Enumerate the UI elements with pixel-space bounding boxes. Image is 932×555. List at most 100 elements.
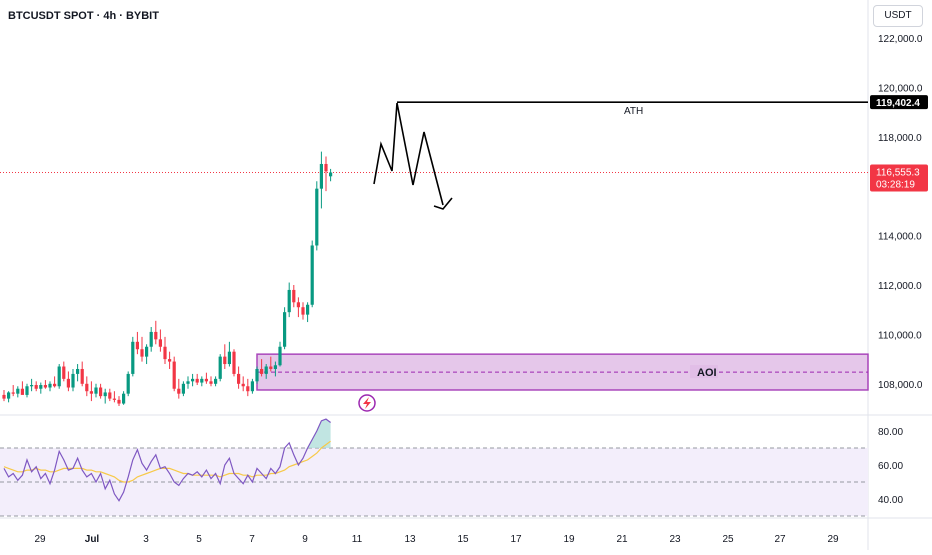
candle[interactable] <box>7 392 11 399</box>
candle[interactable] <box>292 289 296 303</box>
candle[interactable] <box>39 385 43 389</box>
candle[interactable] <box>154 331 158 340</box>
rsi-overbought-fill <box>307 419 331 448</box>
price-tick-label: 122,000.0 <box>878 34 923 45</box>
time-tick-label: 11 <box>352 534 363 545</box>
candle[interactable] <box>89 391 93 394</box>
candle[interactable] <box>168 359 172 362</box>
candle[interactable] <box>25 386 29 395</box>
candle[interactable] <box>172 361 176 389</box>
candle[interactable] <box>214 378 218 384</box>
price-tick-label: 112,000.0 <box>878 281 922 292</box>
projection-arrowhead <box>433 197 453 210</box>
currency-button[interactable]: USDT <box>873 5 923 27</box>
candle[interactable] <box>264 366 268 374</box>
candle[interactable] <box>103 392 107 397</box>
aoi-label-bg <box>690 365 718 379</box>
candle[interactable] <box>319 163 323 189</box>
candle[interactable] <box>278 346 282 366</box>
rsi-line[interactable] <box>3 418 331 502</box>
candle[interactable] <box>209 381 213 384</box>
candle[interactable] <box>62 366 66 379</box>
time-tick-label: 17 <box>510 534 522 545</box>
candle[interactable] <box>66 378 70 388</box>
candle[interactable] <box>227 351 231 365</box>
candle[interactable] <box>48 383 52 388</box>
time-tick-label: 7 <box>249 534 255 545</box>
candle[interactable] <box>57 366 61 387</box>
price-tick-label: 110,000.0 <box>878 330 922 341</box>
candle[interactable] <box>108 392 112 399</box>
candle[interactable] <box>126 373 130 394</box>
candle[interactable] <box>237 373 241 384</box>
time-tick-label: 19 <box>563 534 575 545</box>
candle[interactable] <box>34 385 38 389</box>
candle[interactable] <box>246 386 250 392</box>
time-tick-label: 3 <box>143 534 149 545</box>
time-tick-label: 25 <box>722 534 734 545</box>
candle[interactable] <box>296 302 300 308</box>
candle[interactable] <box>200 378 204 383</box>
candle[interactable] <box>195 378 199 383</box>
time-tick-label: 9 <box>302 534 308 545</box>
ath-price-badge-label: 119,402.4 <box>876 98 920 109</box>
candle[interactable] <box>80 368 84 384</box>
time-tick-label: 13 <box>404 534 416 545</box>
candle[interactable] <box>306 304 310 315</box>
candle[interactable] <box>135 341 139 350</box>
candle[interactable] <box>273 365 277 369</box>
candle[interactable] <box>255 368 259 382</box>
candle[interactable] <box>99 387 103 397</box>
candle[interactable] <box>145 346 149 357</box>
price-tick-label: 120,000.0 <box>878 83 923 94</box>
candle[interactable] <box>122 393 126 404</box>
rsi-tick-label: 80.00 <box>878 427 903 438</box>
candle[interactable] <box>241 383 245 387</box>
candle[interactable] <box>30 385 34 387</box>
candle[interactable] <box>191 378 195 382</box>
candle[interactable] <box>20 388 24 395</box>
candle[interactable] <box>218 356 222 379</box>
candle[interactable] <box>287 289 291 313</box>
candle[interactable] <box>112 398 116 400</box>
candle[interactable] <box>269 366 273 369</box>
candle[interactable] <box>310 245 314 305</box>
candle[interactable] <box>301 307 305 315</box>
candle[interactable] <box>43 385 47 388</box>
candle[interactable] <box>163 346 167 360</box>
candle[interactable] <box>158 339 162 347</box>
candle[interactable] <box>315 188 319 246</box>
candle[interactable] <box>149 331 153 347</box>
candle[interactable] <box>117 399 121 404</box>
candle[interactable] <box>177 388 181 394</box>
candle[interactable] <box>16 388 20 394</box>
projection-path[interactable] <box>373 102 444 206</box>
candle[interactable] <box>76 368 80 374</box>
candle[interactable] <box>53 383 57 387</box>
candle[interactable] <box>71 373 75 388</box>
time-tick-label: 27 <box>774 534 786 545</box>
candle[interactable] <box>324 163 328 172</box>
last-price-badge-label: 116,555.3 <box>876 167 920 178</box>
price-tick-label: 118,000.0 <box>878 133 922 144</box>
price-tick-label: 108,000.0 <box>878 380 923 391</box>
symbol-title: BTCUSDT SPOT · 4h · BYBIT <box>8 10 159 22</box>
candle[interactable] <box>260 368 264 374</box>
candle[interactable] <box>232 351 236 374</box>
aoi-label: AOI <box>697 367 717 379</box>
candle[interactable] <box>94 387 98 394</box>
candle[interactable] <box>140 349 144 357</box>
candle[interactable] <box>2 394 6 399</box>
candle[interactable] <box>329 172 333 177</box>
candle[interactable] <box>204 378 208 382</box>
candle[interactable] <box>223 356 227 365</box>
candle[interactable] <box>283 312 287 347</box>
candle[interactable] <box>11 392 15 394</box>
candle[interactable] <box>131 341 135 374</box>
candle[interactable] <box>186 381 190 384</box>
last-price-badge <box>870 164 928 192</box>
candle[interactable] <box>250 381 254 392</box>
candle[interactable] <box>181 383 185 394</box>
candle[interactable] <box>85 383 89 392</box>
